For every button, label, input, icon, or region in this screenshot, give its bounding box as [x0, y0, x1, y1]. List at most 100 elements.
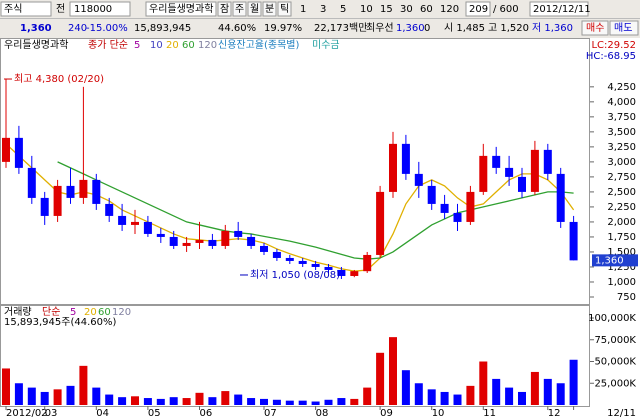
volume-bar: [53, 389, 62, 405]
candle-body: [53, 185, 62, 216]
tool-button[interactable]: [262, 1, 277, 17]
rate: -15.00%: [86, 23, 128, 34]
tool-button-label[interactable]: 분: [265, 3, 274, 15]
volume-rate: 44.60%: [218, 23, 256, 34]
legend-ma: 10: [150, 40, 163, 51]
volume-bar: [2, 368, 10, 405]
candle-body: [285, 257, 294, 261]
x-tick-label: 12/11: [607, 408, 636, 419]
price: 1,360: [20, 23, 52, 34]
tool-button[interactable]: [217, 1, 232, 17]
candle-body: [27, 167, 36, 198]
market-box[interactable]: [0, 1, 52, 17]
volume-bar: [311, 401, 320, 405]
period-button[interactable]: 3: [320, 4, 326, 15]
period-button[interactable]: 1: [300, 4, 306, 15]
code-box[interactable]: [69, 1, 131, 17]
y-tick-label: 1,250: [607, 262, 636, 273]
volume-bar: [505, 387, 514, 405]
period-button[interactable]: 30: [400, 4, 413, 15]
date-box[interactable]: [529, 1, 589, 17]
tool-button-label[interactable]: 월: [250, 3, 259, 15]
buy[interactable]: 매수: [586, 22, 604, 34]
sell[interactable]: 매도: [614, 22, 632, 34]
candle-body: [156, 233, 165, 237]
count: 209: [469, 4, 488, 15]
x-tick-label: 09: [380, 408, 393, 419]
volume-title: 거래량: [4, 306, 32, 318]
price-pane: [0, 38, 590, 305]
y-tick-label: 2,500: [607, 187, 636, 198]
volume-bar: [389, 337, 397, 405]
volume-bar: [79, 365, 88, 405]
legend-ma-label: 종가 단순: [88, 39, 128, 51]
y-tick-label: 3,000: [607, 157, 636, 168]
tool-button-label[interactable]: 주: [235, 4, 244, 15]
volume-bar: [466, 385, 475, 405]
volume-bar: [337, 398, 346, 405]
y-tick-label: 3,250: [607, 142, 636, 153]
tool-button[interactable]: [277, 1, 292, 17]
count-box[interactable]: [465, 1, 491, 17]
volume-pane: [0, 305, 590, 407]
y-tick-label: 1,750: [607, 232, 636, 243]
candle-body: [221, 230, 230, 246]
candle-body: [298, 260, 307, 264]
legend-credit: 신용잔고율(종목별): [218, 39, 300, 51]
volume-subtitle: 15,893,945주(44.60%): [4, 317, 116, 328]
period-button[interactable]: 10: [360, 4, 373, 15]
volume-bar: [260, 398, 268, 405]
candle-body: [105, 203, 114, 216]
candle-body: [143, 221, 152, 234]
candle-body: [234, 230, 243, 237]
volume-bar: [182, 398, 191, 405]
tool-button[interactable]: [247, 1, 262, 17]
candle-body: [247, 236, 256, 246]
y-tick-label: 50,000K: [594, 357, 636, 368]
period-button[interactable]: 120: [440, 4, 459, 15]
legend-unpaid: 미수금: [312, 39, 340, 51]
ma-line: [57, 161, 574, 260]
y-tick-label: 750: [617, 292, 636, 303]
candle-body: [363, 254, 372, 272]
best-label: 최우선: [366, 22, 394, 34]
change: 240: [68, 23, 87, 34]
legend-title: 우리들생명과학: [4, 39, 68, 51]
y-tick-label: 1,000: [607, 277, 636, 288]
volume-bar: [169, 397, 178, 405]
volume-bar: [143, 398, 152, 405]
candle-body: [272, 251, 281, 258]
candle-body: [492, 155, 501, 168]
code: 118000: [74, 4, 112, 15]
volume-legend-ma: 60: [98, 307, 111, 318]
volume-bar: [543, 378, 552, 405]
y-tick-label: 3,750: [607, 112, 636, 123]
volume-bar: [440, 391, 449, 405]
volume-bar: [479, 361, 488, 405]
period-button[interactable]: 15: [380, 4, 393, 15]
tool-button-label[interactable]: 틱: [280, 3, 289, 15]
period-button[interactable]: 5: [340, 4, 346, 15]
buy-button[interactable]: [581, 20, 609, 36]
candle-body: [14, 137, 23, 168]
y-tick-label: 100,000K: [588, 313, 636, 324]
annotation: 최저 1,050 (08/08): [250, 269, 340, 281]
volume-bar: [118, 397, 127, 405]
volume-bar: [285, 400, 294, 405]
sell-button[interactable]: [609, 20, 639, 36]
x-tick-label: 12: [548, 408, 561, 419]
ma-line: [5, 143, 575, 272]
period-button[interactable]: 60: [420, 4, 433, 15]
volume-bar: [247, 398, 256, 405]
volume-bar: [234, 394, 243, 405]
candle-body: [518, 176, 526, 192]
tool-button-label[interactable]: 잠: [220, 3, 229, 15]
tool-button[interactable]: [232, 1, 247, 17]
candle-body: [79, 179, 88, 198]
volume-bar: [14, 383, 23, 405]
stock-name: 우리들생명과학: [149, 3, 213, 15]
candle-body: [311, 263, 320, 267]
candle-body: [414, 173, 423, 186]
best: 1,360: [396, 23, 425, 34]
